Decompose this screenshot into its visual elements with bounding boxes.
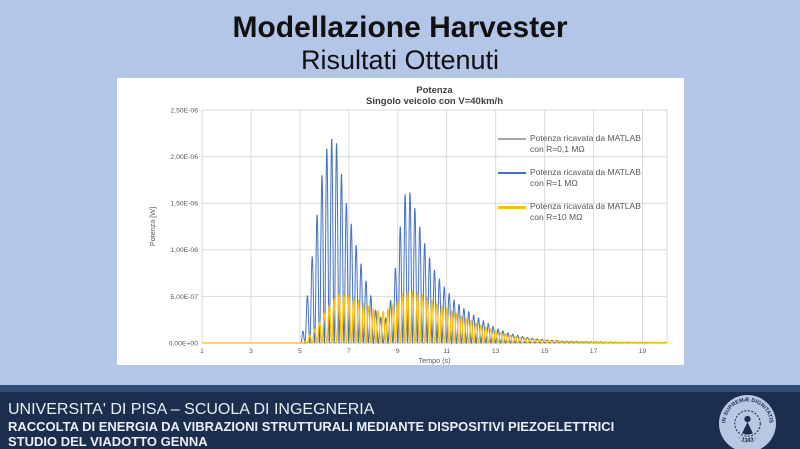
y-axis-title: Potenza [W] [148, 207, 157, 246]
chart-subtitle: Singolo veicolo con V=40km/h [366, 96, 503, 107]
y-tick-label: 2,00E-06 [170, 154, 198, 161]
x-tick-label: 3 [249, 348, 253, 355]
y-tick-label: 0,00E+00 [169, 340, 199, 347]
chart-title: Potenza [416, 85, 453, 96]
legend-label: Potenza ricavata da MATLAB con R=0,1 MΩ [530, 133, 641, 154]
y-tick-label: 5,00E-07 [170, 294, 198, 301]
footer-accent-strip [0, 385, 800, 392]
y-tick-label: 1,00E-06 [170, 247, 198, 254]
seal-emblem [734, 410, 761, 437]
y-tick-label: 1,50E-06 [170, 201, 198, 208]
slide-subtitle: Risultati Ottenuti [300, 45, 500, 75]
x-tick-label: 15 [541, 348, 549, 355]
footer-banner: UNIVERSITA' DI PISA – SCUOLA DI INGEGNER… [0, 385, 800, 449]
x-tick-label: 5 [298, 348, 302, 355]
footer-bar: UNIVERSITA' DI PISA – SCUOLA DI INGEGNER… [0, 392, 800, 449]
x-tick-label: 1 [200, 348, 204, 355]
legend-item-r01: Potenza ricavata da MATLAB con R=0,1 MΩ [498, 133, 641, 155]
x-tick-label: 17 [590, 348, 598, 355]
slide-title: Modellazione Harvester [232, 11, 568, 44]
chart-panel: 0,00E+00 5,00E-07 1,00E-06 1,50E-06 2,00E-06… [117, 78, 684, 365]
legend-item-r10: Potenza ricavata da MATLAB con R=10 MΩ [498, 201, 641, 223]
x-tick-label: 13 [492, 348, 500, 355]
x-tick-label: 11 [443, 348, 450, 355]
legend-line-sample-blue [498, 172, 526, 174]
legend-item-r1: Potenza ricavata da MATLAB con R=1 MΩ [498, 167, 641, 189]
x-tick-label: 19 [639, 348, 647, 355]
footer-thesis-title: RACCOLTA DI ENERGIA DA VIBRAZIONI STRUTT… [8, 419, 615, 434]
x-tick-label: 7 [347, 348, 351, 355]
footer-thesis-subtitle: STUDIO DEL VIADOTTO GENNA [8, 434, 208, 449]
series-line-2 [202, 290, 668, 344]
x-tick-label: 9 [396, 348, 400, 355]
legend-label: Potenza ricavata da MATLAB con R=10 MΩ [530, 201, 641, 222]
unipi-seal-logo: IN SUPREMÆ DIGNITATIS · 1343 · [718, 394, 777, 449]
x-axis-title: Tempo (s) [419, 356, 451, 365]
legend-line-sample-gray [498, 138, 526, 140]
power-chart: 0,00E+00 5,00E-07 1,00E-06 1,50E-06 2,00E-06… [148, 107, 668, 365]
y-tick-label: 2,50E-06 [170, 107, 198, 114]
chart-legend: Potenza ricavata da MATLAB con R=0,1 MΩ … [498, 133, 641, 235]
legend-label: Potenza ricavata da MATLAB con R=1 MΩ [530, 167, 641, 188]
svg-text:· 1343 ·: · 1343 · [737, 435, 759, 444]
footer-university-line: UNIVERSITA' DI PISA – SCUOLA DI INGEGNER… [8, 401, 375, 418]
legend-line-sample-yellow [498, 206, 526, 209]
